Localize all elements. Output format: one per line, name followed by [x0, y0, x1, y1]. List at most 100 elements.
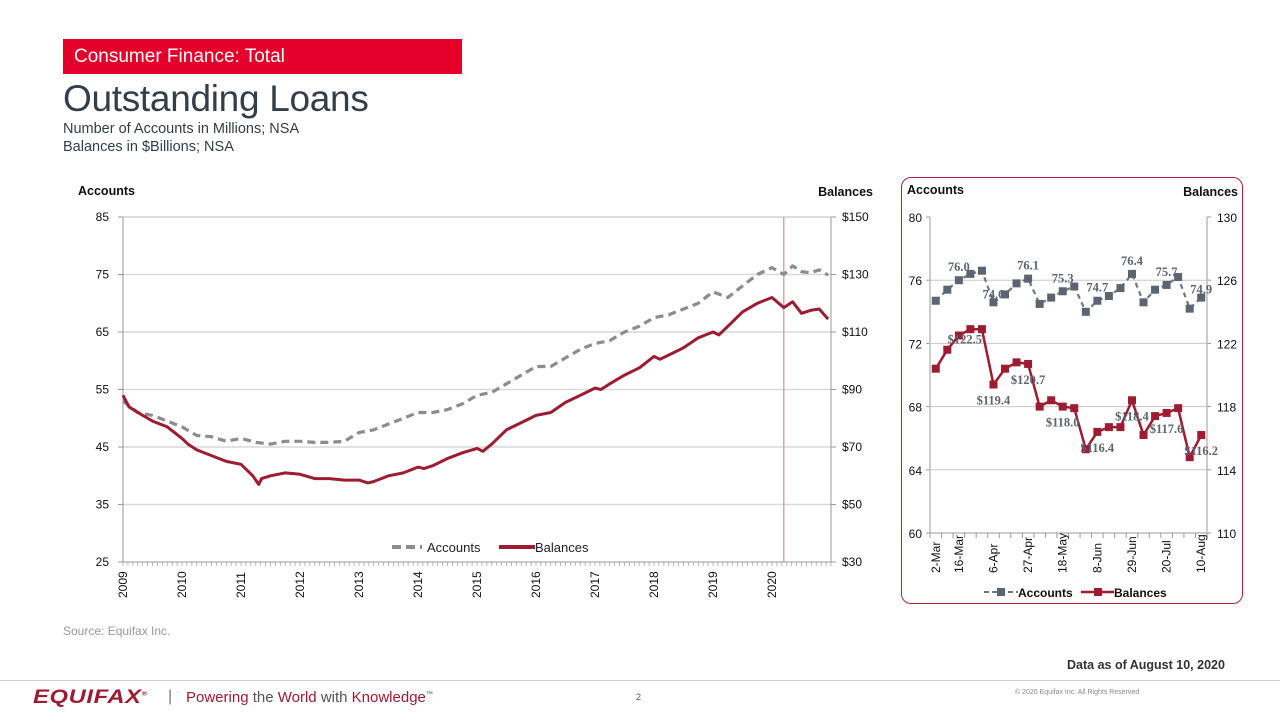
- x-tick-label: 2016: [529, 571, 543, 598]
- inset-marker-balances: [1012, 358, 1021, 367]
- inset-y-tick-label-right: 126: [1217, 274, 1237, 288]
- y-axis-title-right: Balances: [818, 185, 873, 199]
- inset-marker-balances: [1104, 423, 1113, 432]
- inset-x-tick-label: 6-Apr: [986, 544, 1000, 573]
- inset-marker-accounts: [1035, 299, 1044, 308]
- inset-marker-balances: [954, 331, 963, 340]
- x-tick-label: 2012: [293, 571, 307, 598]
- inset-data-label-balances: $118.4: [1115, 409, 1149, 423]
- inset-marker-accounts: [966, 269, 975, 278]
- inset-marker-accounts: [1024, 274, 1033, 283]
- inset-marker-balances: [1093, 427, 1102, 436]
- y-tick-label-left: 75: [96, 268, 110, 282]
- y-tick-label-left: 35: [96, 498, 110, 512]
- inset-marker-accounts: [1001, 290, 1010, 299]
- inset-y-tick-label-right: 114: [1217, 464, 1236, 478]
- y-tick-label-right: $50: [842, 498, 862, 512]
- inset-data-label-balances: $119.4: [977, 393, 1011, 407]
- inset-data-label-accounts: 75.7: [1156, 265, 1178, 279]
- section-banner: Consumer Finance: Total: [63, 39, 462, 74]
- inset-marker-balances: [1116, 423, 1125, 432]
- inset-marker-accounts: [1151, 285, 1160, 294]
- inset-data-label-accounts: 74.7: [1086, 281, 1108, 295]
- data-as-of: Data as of August 10, 2020: [1067, 658, 1225, 672]
- inset-marker-balances: [966, 325, 975, 334]
- tagline-word: World: [277, 689, 321, 706]
- inset-marker-accounts: [1070, 282, 1079, 291]
- inset-data-label-balances: $116.2: [1184, 444, 1218, 458]
- inset-marker-balances: [1197, 431, 1206, 440]
- inset-marker-accounts: [1104, 292, 1113, 300]
- x-tick-label: 2009: [116, 571, 130, 598]
- logo-text: EQUIFAX: [33, 687, 142, 708]
- page-title: Outstanding Loans: [63, 78, 369, 119]
- inset-marker-balances: [931, 364, 940, 373]
- inset-legend-marker-balances: [1094, 588, 1102, 596]
- inset-marker-accounts: [943, 285, 952, 294]
- inset-marker-balances: [1127, 396, 1136, 405]
- inset-marker-balances: [1174, 404, 1183, 413]
- inset-marker-accounts: [954, 276, 963, 285]
- copyright: © 2020 Equifax Inc. All Rights Reserved: [1015, 689, 1140, 696]
- tagline-word: Powering: [186, 689, 253, 706]
- inset-data-label-balances: $117.6: [1150, 422, 1184, 436]
- inset-data-label-accounts: 75.3: [1052, 271, 1074, 285]
- legend-label-balances: Balances: [535, 540, 589, 555]
- inset-data-label-accounts: 76.0: [948, 260, 970, 274]
- y-tick-label-left: 25: [96, 555, 110, 569]
- inset-y-axis-title-left: Accounts: [907, 183, 964, 197]
- x-tick-label: 2011: [234, 572, 248, 598]
- y-tick-label-right: $30: [842, 555, 862, 569]
- inset-marker-accounts: [977, 266, 986, 275]
- x-tick-label: 2019: [706, 571, 720, 598]
- y-tick-label-left: 65: [96, 325, 110, 339]
- inset-marker-accounts: [1058, 287, 1067, 296]
- section-banner-text: Consumer Finance: Total: [74, 46, 285, 67]
- inset-marker-accounts: [1116, 284, 1125, 293]
- inset-data-label-accounts: 74.6: [983, 287, 1005, 301]
- inset-marker-balances: [1151, 412, 1160, 421]
- source-note: Source: Equifax Inc.: [63, 624, 171, 638]
- inset-y-tick-label-right: 110: [1217, 527, 1236, 541]
- inset-marker-accounts: [1127, 269, 1136, 278]
- inset-marker-accounts: [1012, 279, 1021, 288]
- inset-marker-accounts: [1162, 280, 1171, 289]
- inset-marker-balances: [1058, 402, 1067, 411]
- inset-marker-accounts: [931, 296, 940, 305]
- inset-marker-accounts: [1185, 304, 1194, 313]
- inset-marker-balances: [1139, 431, 1148, 440]
- tagline-word: the: [252, 689, 278, 706]
- inset-y-tick-label-left: 68: [909, 401, 923, 415]
- inset-x-tick-label: 20-Jul: [1160, 540, 1174, 573]
- inset-x-tick-label: 2-Mar: [929, 542, 943, 573]
- inset-marker-accounts: [1093, 296, 1102, 305]
- inset-legend-label-balances: Balances: [1114, 586, 1167, 600]
- x-tick-label: 2014: [411, 571, 425, 598]
- inset-marker-accounts: [1139, 298, 1148, 307]
- inset-y-tick-label-left: 80: [909, 211, 923, 225]
- inset-x-tick-label: 27-Apr: [1021, 537, 1035, 573]
- inset-x-tick-label: 16-Mar: [952, 535, 966, 573]
- inset-marker-balances: [989, 380, 998, 389]
- legend-label-accounts: Accounts: [427, 540, 481, 555]
- inset-marker-balances: [1070, 404, 1079, 413]
- subtitle-balances: Balances in $Billions; NSA: [63, 139, 234, 155]
- inset-y-tick-label-left: 60: [909, 527, 923, 541]
- inset-marker-balances: [1185, 453, 1194, 462]
- subtitle-accounts: Number of Accounts in Millions; NSA: [63, 121, 300, 137]
- inset-marker-balances: [1035, 402, 1044, 411]
- x-tick-label: 2020: [765, 571, 779, 598]
- inset-data-label-balances: $122.5: [948, 333, 982, 347]
- y-axis-title-left: Accounts: [78, 184, 135, 198]
- tagline: Powering the World with Knowledge™: [186, 689, 433, 706]
- inset-y-tick-label-left: 76: [909, 274, 923, 288]
- footer-divider: [0, 680, 1280, 681]
- inset-legend-label-accounts: Accounts: [1018, 586, 1073, 600]
- inset-marker-accounts: [1081, 307, 1090, 316]
- tagline-word: with: [320, 689, 352, 706]
- inset-marker-balances: [1024, 359, 1033, 368]
- inset-marker-accounts: [1174, 273, 1183, 282]
- inset-y-tick-label-right: 122: [1217, 337, 1237, 351]
- x-tick-label: 2017: [588, 571, 602, 598]
